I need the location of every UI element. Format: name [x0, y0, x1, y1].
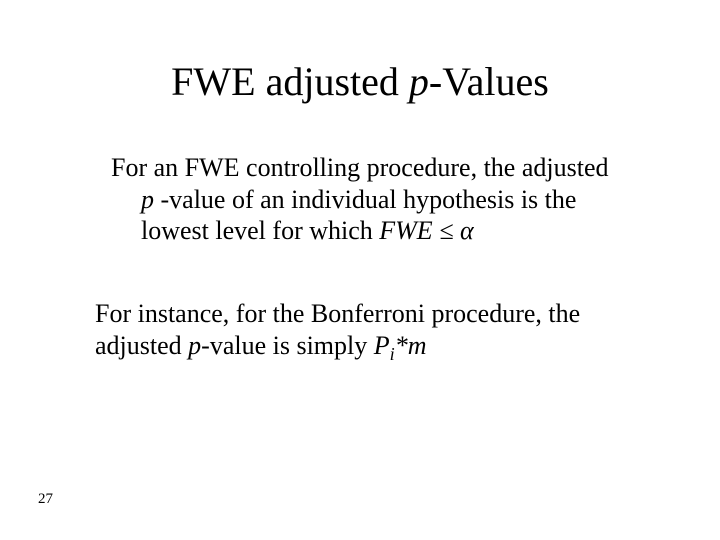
title-text-pre: FWE adjusted	[171, 59, 409, 104]
p2-text-b: p	[188, 331, 201, 360]
slide: FWE adjusted p-Values For an FWE control…	[0, 0, 720, 540]
p2-text-f: *m	[395, 331, 427, 360]
p1-text-d: FWE ≤ α	[379, 216, 473, 245]
title-text-post: -Values	[429, 59, 549, 104]
page-number: 27	[38, 491, 53, 508]
paragraph-2: For instance, for the Bonferroni procedu…	[95, 298, 620, 365]
paragraph-1: For an FWE controlling procedure, the ad…	[111, 152, 621, 247]
p1-text-a: For an FWE controlling procedure, the ad…	[111, 153, 608, 182]
p1-text-b: p	[141, 185, 154, 214]
p2-text-d: P	[374, 331, 390, 360]
p2-text-c: -value is simply	[201, 331, 374, 360]
slide-title: FWE adjusted p-Values	[0, 58, 720, 105]
p1-text-c: -value of an individual hypothesis is th…	[141, 185, 576, 246]
title-text-ital: p	[409, 59, 429, 104]
